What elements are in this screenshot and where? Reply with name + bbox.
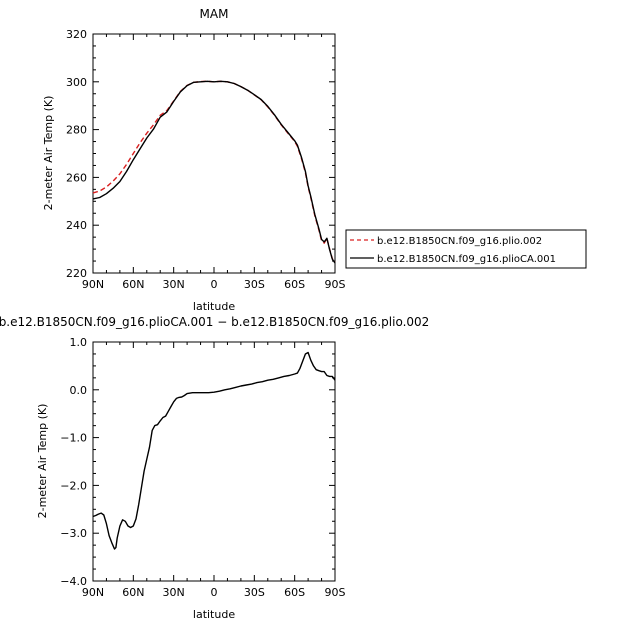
x-tick-label: 30N [163,586,185,599]
x-tick-label: 60S [284,278,305,291]
y-tick-label: 0.0 [70,384,88,397]
top-x-axis-label: latitude [193,300,235,313]
y-tick-label: 240 [66,219,87,232]
x-tick-label: 60S [284,586,305,599]
bottom-panel: b.e12.B1850CN.f09_g16.plioCA.001 − b.e12… [0,315,429,621]
y-tick-label: 320 [66,28,87,41]
top-series-group [92,80,336,264]
x-tick-label: 60N [122,278,144,291]
top-ticks [92,33,336,274]
y-tick-label: −2.0 [60,479,87,492]
bottom-x-axis-label: latitude [193,608,235,621]
y-tick-label: 1.0 [70,336,88,349]
x-tick-label: 60N [122,586,144,599]
legend-label-plioCA001: b.e12.B1850CN.f09_g16.plioCA.001 [377,254,556,265]
legend-label-plio002: b.e12.B1850CN.f09_g16.plio.002 [377,236,542,247]
top-y-axis-label: 2-meter Air Temp (K) [42,96,55,211]
top-plot-frame [92,33,336,274]
y-tick-label: −1.0 [60,432,87,445]
bottom-y-tick-labels: −4.0 −3.0 −2.0 −1.0 0.0 1.0 [60,336,87,588]
x-tick-label: 90N [82,278,104,291]
x-tick-label: 90S [325,278,346,291]
top-panel: MAM 90N 60N 30N 0 30S 60S 90S 220 240 260 280 300 3… [42,7,346,313]
x-tick-label: 30N [163,278,185,291]
bottom-chart-title: b.e12.B1850CN.f09_g16.plioCA.001 − b.e12… [0,315,429,329]
series-line-0-0 [92,80,336,263]
top-chart-title: MAM [200,7,229,21]
legend: b.e12.B1850CN.f09_g16.plio.002 b.e12.B18… [345,229,587,269]
bottom-ticks [92,341,336,582]
x-tick-label: 0 [211,278,218,291]
y-tick-label: −3.0 [60,527,87,540]
top-y-tick-labels: 220 240 260 280 300 320 [66,28,87,280]
bottom-plot-frame [92,341,336,582]
top-x-tick-labels: 90N 60N 30N 0 30S 60S 90S [82,278,346,291]
x-tick-label: 90S [325,586,346,599]
y-tick-label: 300 [66,76,87,89]
series-line-1-0 [92,351,336,550]
series-line-0-1 [92,80,336,264]
y-tick-label: 280 [66,124,87,137]
bottom-series-group [92,351,336,550]
legend-box [345,229,587,269]
x-tick-label: 30S [244,586,265,599]
y-tick-label: 220 [66,267,87,280]
bottom-x-tick-labels: 90N 60N 30N 0 30S 60S 90S [82,586,346,599]
x-tick-label: 0 [211,586,218,599]
y-tick-label: −4.0 [60,575,87,588]
y-tick-label: 260 [66,171,87,184]
x-tick-label: 90N [82,586,104,599]
x-tick-label: 30S [244,278,265,291]
bottom-y-axis-label: 2-meter Air Temp (K) [36,404,49,519]
